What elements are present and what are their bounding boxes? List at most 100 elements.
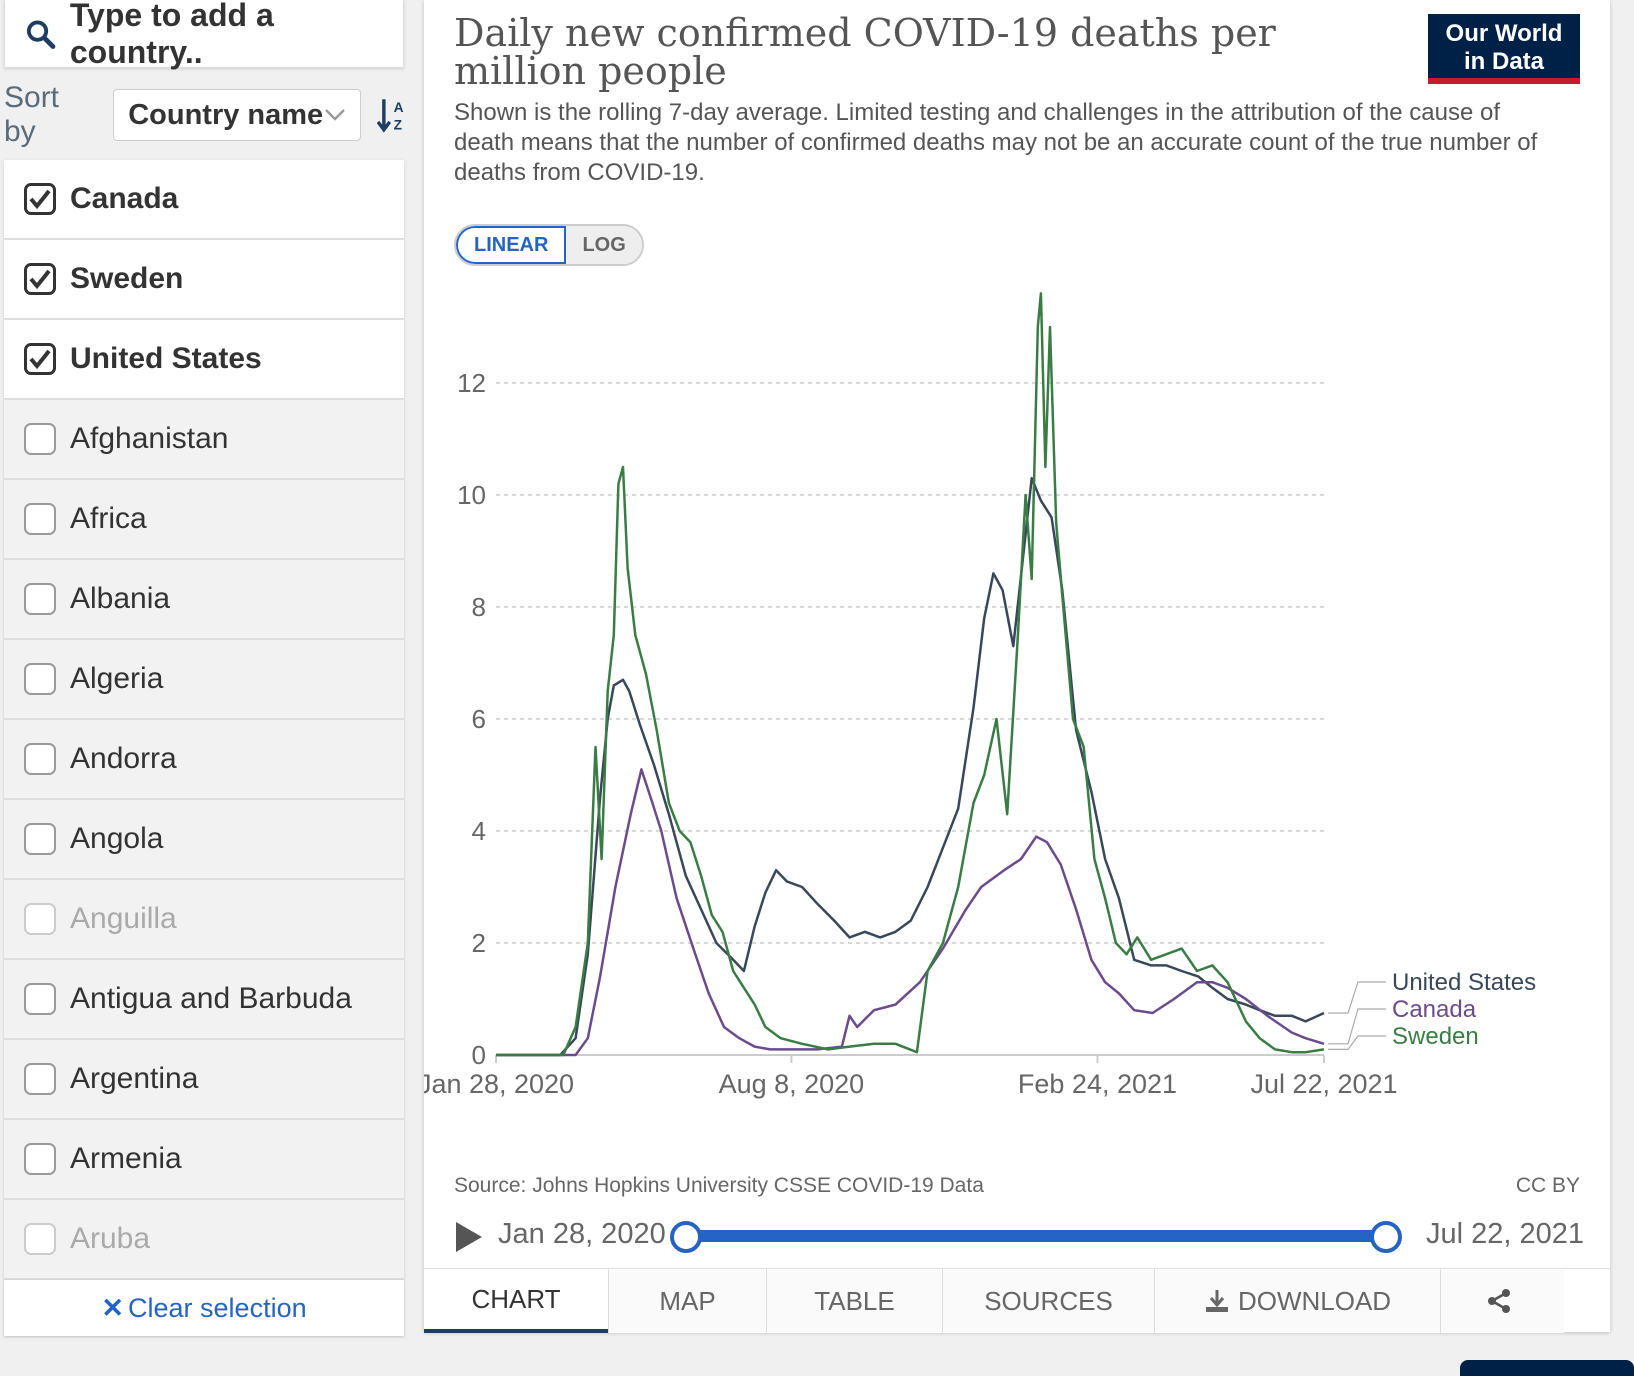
checkbox-checked-icon[interactable] xyxy=(24,183,56,215)
owid-logo[interactable]: Our World in Data xyxy=(1428,14,1580,84)
scale-toggle: LINEAR LOG xyxy=(454,224,644,266)
timeline-start-label: Jan 28, 2020 xyxy=(498,1218,666,1250)
country-item[interactable]: Argentina xyxy=(4,1040,404,1120)
svg-text:Z: Z xyxy=(393,118,401,133)
chart-title: Daily new confirmed COVID-19 deaths per … xyxy=(454,11,1276,93)
legend-label: United States xyxy=(1392,969,1536,996)
country-selector-panel: Type to add a country.. Sort by Country … xyxy=(0,0,410,1340)
country-item: Anguilla xyxy=(4,880,404,960)
checkbox-icon[interactable] xyxy=(24,983,56,1015)
sort-select[interactable]: Country name xyxy=(113,89,361,141)
clear-selection-label: Clear selection xyxy=(128,1292,307,1323)
svg-text:A: A xyxy=(393,100,403,115)
tab-label: MAP xyxy=(659,1285,716,1316)
legend-connector xyxy=(1328,1035,1386,1051)
country-name: Andorra xyxy=(70,742,177,775)
play-icon[interactable] xyxy=(454,1220,484,1254)
y-tick-label: 2 xyxy=(472,928,486,958)
country-name: Antigua and Barbuda xyxy=(70,982,352,1015)
tab-label: SOURCES xyxy=(984,1285,1113,1316)
country-list: Canada Sweden United States Afghanistan Afri… xyxy=(4,160,404,1280)
tab-label: TABLE xyxy=(814,1285,895,1316)
search-icon xyxy=(26,19,56,49)
chart-subtitle: Shown is the rolling 7-day average. Limi… xyxy=(454,99,1538,186)
country-item[interactable]: Angola xyxy=(4,800,404,880)
tab-table[interactable]: TABLE xyxy=(766,1269,942,1333)
tab-label: DOWNLOAD xyxy=(1237,1285,1392,1316)
search-box[interactable]: Type to add a country.. xyxy=(4,0,404,70)
checkbox-icon[interactable] xyxy=(24,423,56,455)
license-link[interactable]: CC BY xyxy=(1515,1174,1580,1197)
checkbox-icon[interactable] xyxy=(24,663,56,695)
download-icon xyxy=(1205,1290,1228,1312)
checkbox-icon[interactable] xyxy=(24,743,56,775)
checkbox-checked-icon[interactable] xyxy=(24,343,56,375)
country-item[interactable]: Algeria xyxy=(4,640,404,720)
y-tick-label: 10 xyxy=(457,480,486,510)
country-name: Argentina xyxy=(70,1062,199,1095)
tab-sources[interactable]: SOURCES xyxy=(942,1269,1154,1333)
country-name: Sweden xyxy=(70,262,184,295)
country-item[interactable]: United States xyxy=(4,320,404,400)
sort-alpha-icon[interactable]: A Z xyxy=(376,95,410,135)
logo-line-1: Our World xyxy=(1445,20,1563,47)
timeline-end-label: Jul 22, 2021 xyxy=(1425,1218,1584,1250)
country-name: Aruba xyxy=(70,1222,151,1255)
country-name: Africa xyxy=(70,502,147,535)
legend-label: Sweden xyxy=(1392,1023,1479,1050)
tab-map[interactable]: MAP xyxy=(608,1269,766,1333)
timeline-range-track[interactable] xyxy=(686,1230,1386,1242)
chart-panel: Daily new confirmed COVID-19 deaths per … xyxy=(424,0,1610,1333)
checkbox-icon[interactable] xyxy=(24,583,56,615)
y-tick-label: 6 xyxy=(472,704,486,734)
country-item[interactable]: Albania xyxy=(4,560,404,640)
country-item[interactable]: Canada xyxy=(4,160,404,240)
series-line-united-states xyxy=(496,476,1325,1057)
footer-bar-fragment xyxy=(1460,1360,1634,1376)
checkbox-checked-icon[interactable] xyxy=(24,263,56,295)
country-item[interactable]: Sweden xyxy=(4,240,404,320)
y-tick-label: 4 xyxy=(472,816,486,846)
checkbox-icon[interactable] xyxy=(24,503,56,535)
country-name: Armenia xyxy=(70,1142,182,1175)
country-name: Afghanistan xyxy=(70,422,229,455)
checkbox-icon[interactable] xyxy=(24,1143,56,1175)
x-tick-label: Jul 22, 2021 xyxy=(1250,1069,1397,1099)
series-line-canada xyxy=(496,768,1325,1057)
legend-connector xyxy=(1328,981,1386,1014)
sort-row: Sort by Country name A Z xyxy=(0,81,410,148)
timeline-start-handle[interactable] xyxy=(670,1221,702,1253)
legend-connector xyxy=(1328,1008,1386,1045)
linear-scale-button[interactable]: LINEAR xyxy=(456,226,567,264)
country-item[interactable]: Africa xyxy=(4,480,404,560)
tab-chart[interactable]: CHART xyxy=(424,1269,608,1333)
checkbox-icon[interactable] xyxy=(24,1063,56,1095)
legend-label: Canada xyxy=(1392,996,1477,1023)
x-tick-label: Aug 8, 2020 xyxy=(719,1069,865,1099)
clear-selection-button[interactable]: ✕ Clear selection xyxy=(4,1280,404,1336)
log-scale-button[interactable]: LOG xyxy=(566,226,642,264)
country-name: United States xyxy=(70,342,262,375)
checkbox-icon[interactable] xyxy=(24,823,56,855)
checkbox-icon xyxy=(24,1223,56,1255)
country-item[interactable]: Afghanistan xyxy=(4,400,404,480)
x-tick-label: Jan 28, 2020 xyxy=(424,1069,574,1099)
country-item[interactable]: Armenia xyxy=(4,1120,404,1200)
share-button[interactable] xyxy=(1440,1269,1564,1333)
sort-selected-value: Country name xyxy=(128,98,324,131)
country-name: Angola xyxy=(70,822,164,855)
tab-label: CHART xyxy=(471,1283,561,1314)
timeline-end-handle[interactable] xyxy=(1370,1221,1402,1253)
country-item[interactable]: Antigua and Barbuda xyxy=(4,960,404,1040)
checkbox-icon xyxy=(24,903,56,935)
share-icon xyxy=(1487,1289,1510,1313)
search-input[interactable]: Type to add a country.. xyxy=(69,0,274,70)
country-name: Anguilla xyxy=(70,902,177,935)
source-note[interactable]: Source: Johns Hopkins University CSSE CO… xyxy=(454,1174,984,1197)
y-tick-label: 12 xyxy=(457,368,486,398)
tab-bar: CHART MAP TABLE SOURCES DOWNLOAD xyxy=(424,1268,1610,1333)
tab-download[interactable]: DOWNLOAD xyxy=(1154,1269,1440,1333)
x-tick-label: Feb 24, 2021 xyxy=(1018,1069,1177,1099)
country-item[interactable]: Andorra xyxy=(4,720,404,800)
sort-label: Sort by xyxy=(4,81,60,148)
